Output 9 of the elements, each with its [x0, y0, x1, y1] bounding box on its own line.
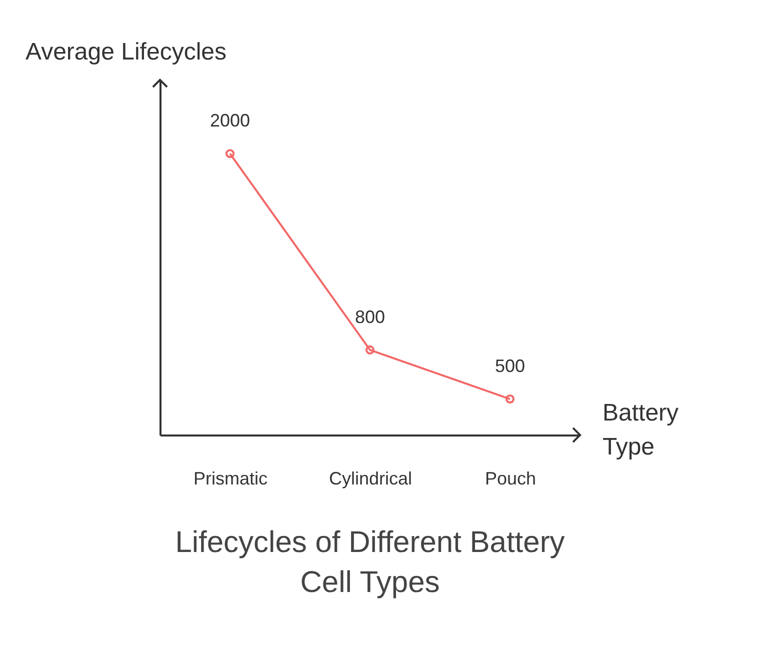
data-label: 500 [494, 356, 526, 376]
x-tick-label: Cylindrical [328, 468, 412, 488]
x-axis-title: Battery Type [602, 400, 679, 460]
text: Lifecycles of Different Battery Cell Types [175, 526, 565, 599]
data-label: 800 [354, 306, 386, 327]
x-tick-label: Prismatic [193, 468, 268, 488]
x-tick-label: Pouch [484, 468, 536, 488]
data-label: 2000 [210, 110, 250, 131]
y-axis-title: Average Lifecycles [26, 38, 226, 66]
